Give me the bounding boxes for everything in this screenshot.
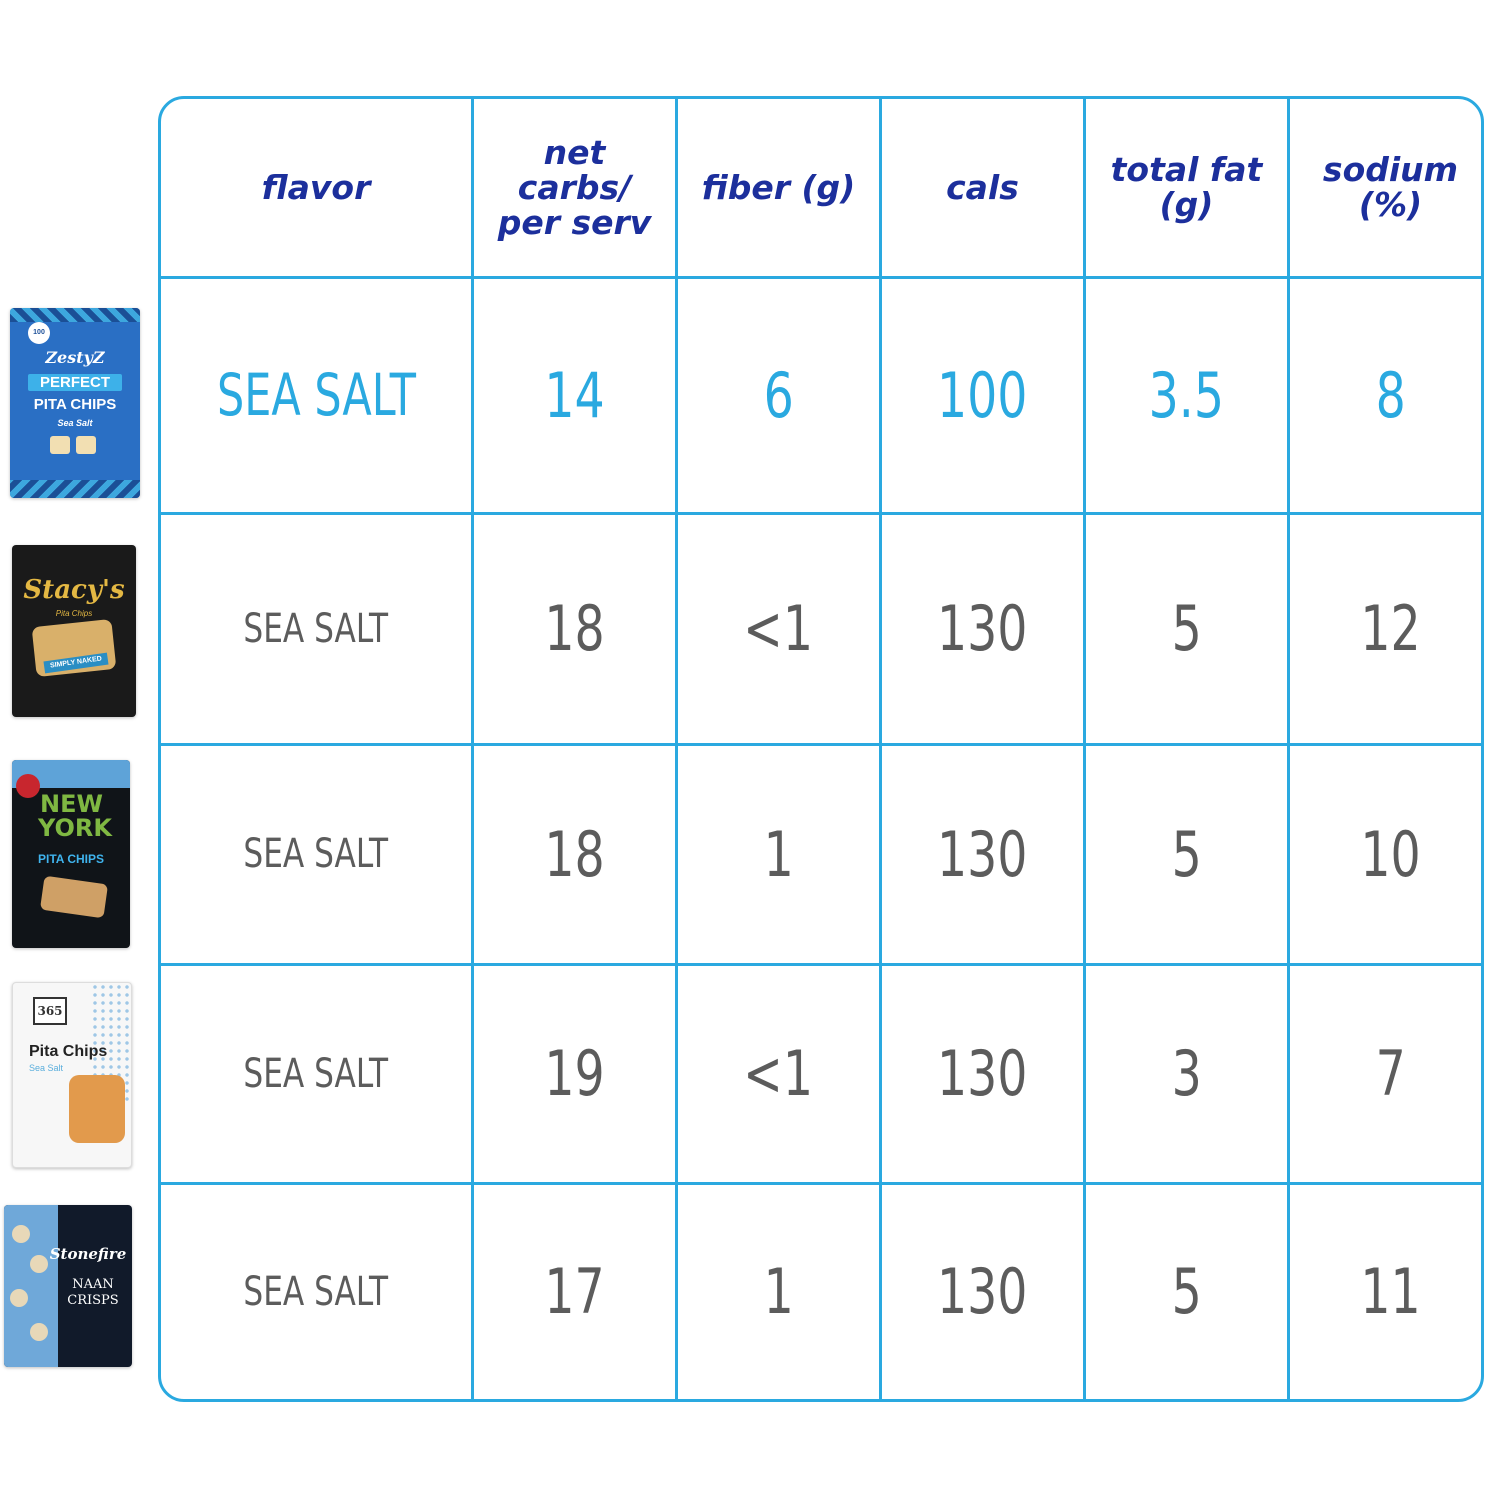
cell-net-carbs: 18 [471,742,678,966]
product-line: PITA CHIPS [37,852,104,866]
cell-flavor: SEA SALT [161,511,474,746]
cell-cals: 100 [879,275,1086,515]
crisp-illustration [30,1323,48,1341]
cell-cals: 130 [879,1181,1086,1399]
crisp-illustration [10,1289,28,1307]
cell-total-fat: 5 [1083,1181,1290,1399]
chip-illustration [50,436,70,454]
chip-illustration [39,875,109,919]
chip-illustration [76,436,96,454]
pattern-band [10,480,140,498]
product-line: CRISPS [67,1293,119,1308]
product-image-zestyz: 100 ZestyZ PERFECT PITA CHIPS Sea Salt [10,308,140,498]
product-line: PITA CHIPS [33,396,117,413]
calorie-badge: 100 [28,322,50,344]
cell-flavor: SEA SALT [161,275,474,515]
product-image-365: 365 Pita Chips Sea Salt [12,982,132,1168]
cell-cals: 130 [879,962,1086,1185]
cell-net-carbs: 17 [471,1181,678,1399]
header-net-carbs: net carbs/ per serv [471,99,678,279]
cell-sodium: 7 [1287,962,1481,1185]
product-brand: ZestyZ [45,348,105,367]
cell-total-fat: 5 [1083,742,1290,966]
cell-fiber: 6 [675,275,882,515]
cell-fiber: <1 [675,962,882,1185]
header-fiber: fiber (g) [675,99,882,279]
pattern-band [10,308,140,322]
product-line: PERFECT [28,374,122,391]
header-total-fat: total fat (g) [1083,99,1290,279]
cell-fiber: 1 [675,742,882,966]
cell-sodium: 11 [1287,1181,1481,1399]
cell-total-fat: 3 [1083,962,1290,1185]
cell-total-fat: 3.5 [1083,275,1290,515]
comparison-table: flavor net carbs/ per serv fiber (g) cal… [158,96,1484,1402]
cell-net-carbs: 18 [471,511,678,746]
header-sodium: sodium (%) [1287,99,1481,279]
product-image-new-york-style: NEW YORK PITA CHIPS [12,760,130,948]
product-brand: Stonefire [49,1245,127,1263]
cell-fiber: 1 [675,1181,882,1399]
header-cals: cals [879,99,1086,279]
cell-cals: 130 [879,742,1086,966]
cell-net-carbs: 14 [471,275,678,515]
product-brand: 365 [33,997,67,1025]
cell-flavor: SEA SALT [161,962,474,1185]
cell-sodium: 12 [1287,511,1481,746]
table-row: SEA SALT 18 1 130 5 10 [161,742,1481,966]
product-line: NEW [40,790,103,818]
cell-flavor: SEA SALT [161,1181,474,1399]
cell-fiber: <1 [675,511,882,746]
chip-illustration [69,1075,125,1143]
cell-cals: 130 [879,511,1086,746]
product-line: NAAN [72,1277,114,1292]
header-row: flavor net carbs/ per serv fiber (g) cal… [161,99,1481,279]
table-row: SEA SALT 18 <1 130 5 12 [161,511,1481,746]
product-line: Sea Salt [57,418,93,428]
product-images-column: 100 ZestyZ PERFECT PITA CHIPS Sea Salt S… [0,0,150,1500]
product-line: YORK [38,814,113,842]
table-row: SEA SALT 14 6 100 3.5 8 [161,275,1481,515]
cell-flavor: SEA SALT [161,742,474,966]
cell-sodium: 10 [1287,742,1481,966]
product-image-stonefire: Stonefire NAAN CRISPS [4,1205,132,1367]
product-brand: Stacy's [23,575,125,605]
product-line: Pita Chips [29,1043,108,1060]
product-line: Pita Chips [55,609,93,618]
table-row: SEA SALT 17 1 130 5 11 [161,1181,1481,1399]
cell-total-fat: 5 [1083,511,1290,746]
crisp-illustration [12,1225,30,1243]
product-image-stacys: Stacy's Pita Chips SIMPLY NAKED [12,545,136,717]
product-line: Sea Salt [29,1063,64,1073]
seal-icon [16,774,40,798]
crisps-photo [4,1205,58,1367]
crisp-illustration [30,1255,48,1273]
cell-sodium: 8 [1287,275,1481,515]
cell-net-carbs: 19 [471,962,678,1185]
table-row: SEA SALT 19 <1 130 3 7 [161,962,1481,1185]
header-flavor: flavor [161,99,474,279]
